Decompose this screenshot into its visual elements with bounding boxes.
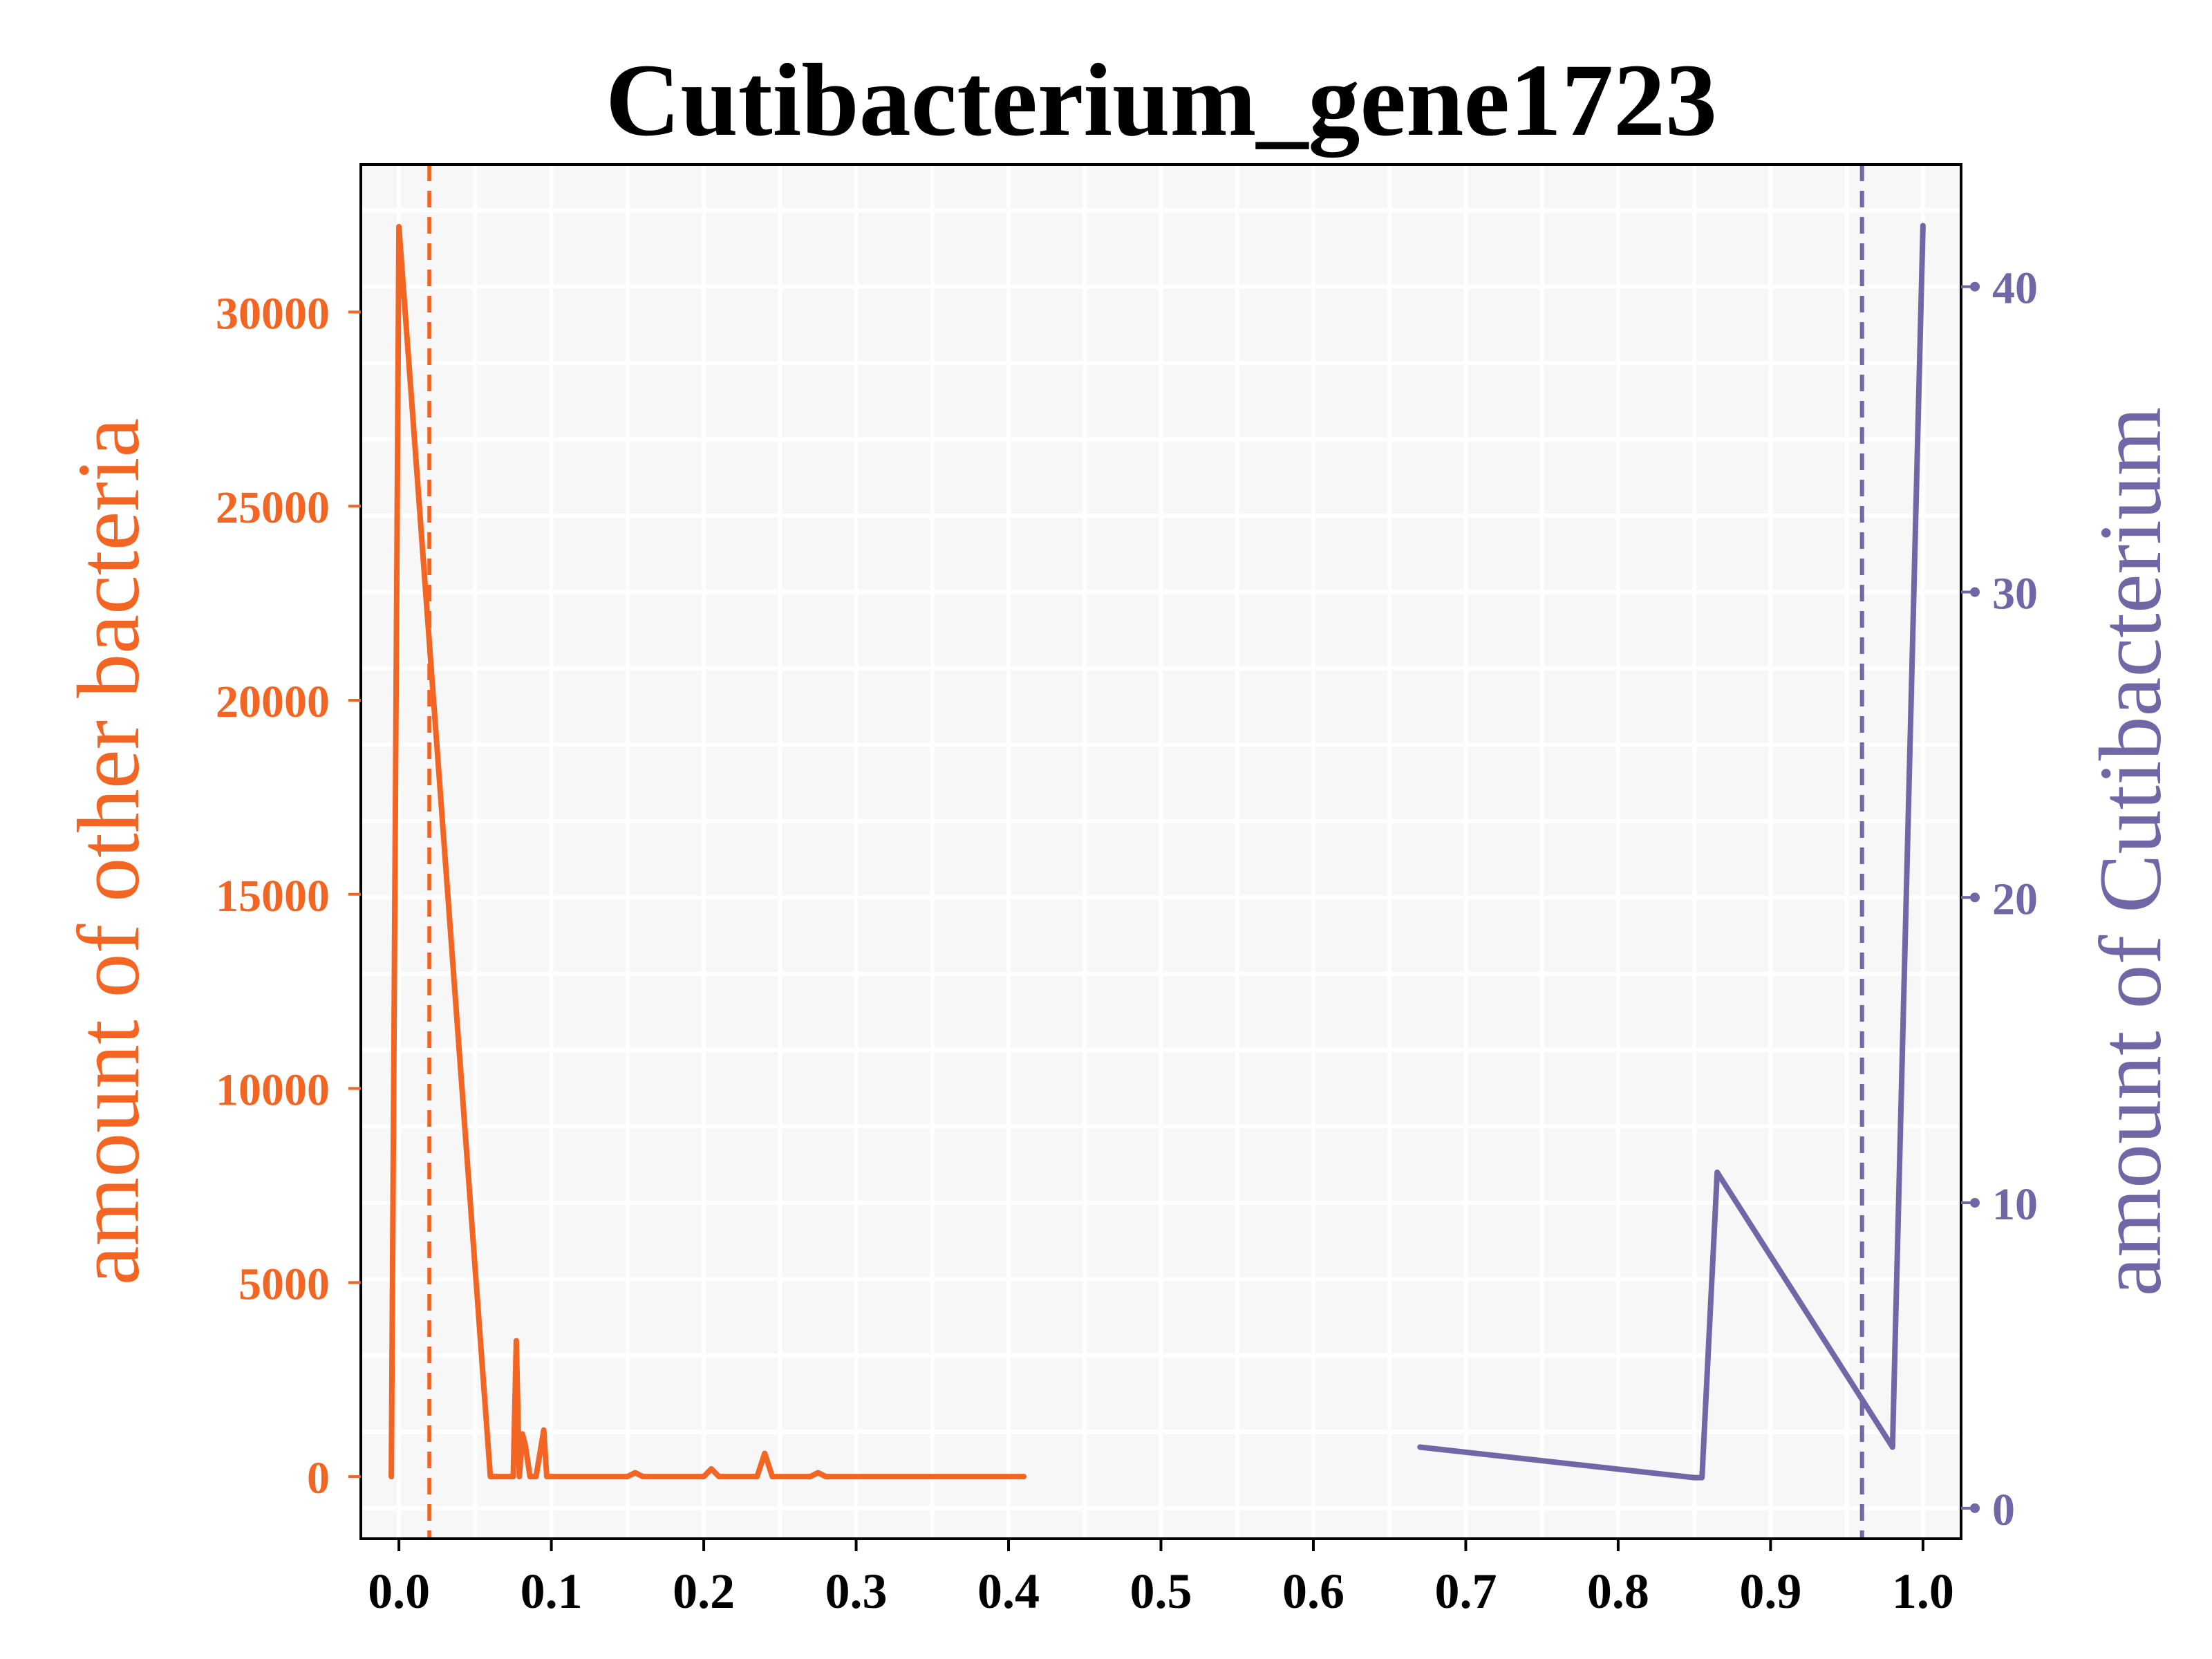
right-y-axis-label: amount of Cutibacterium <box>2081 407 2180 1297</box>
x-tick-label: 0.2 <box>673 1564 735 1619</box>
left-y-tick-label: 20000 <box>216 677 330 727</box>
threshold-lines <box>427 165 1864 1539</box>
right-y-axis-ticks: 0 10 20 30 40 <box>1961 263 2038 1535</box>
left-y-tick-label: 25000 <box>216 482 330 533</box>
right-y-tick-label: 0 <box>1992 1485 2015 1535</box>
chart-title: Cutibacterium_gene1723 <box>606 43 1717 158</box>
x-tick-label: 0.7 <box>1434 1564 1497 1619</box>
right-y-tick-dot <box>1970 587 1980 597</box>
right-y-tick-label: 40 <box>1992 263 2038 314</box>
series-lines <box>388 223 1926 1481</box>
x-tick-label: 0.5 <box>1130 1564 1192 1619</box>
right-y-tick-dot <box>1970 892 1980 903</box>
series-line-cutibacterium <box>1417 223 1926 1481</box>
left-y-tick-label: 30000 <box>216 288 330 339</box>
x-tick-label: 0.4 <box>977 1564 1040 1619</box>
right-y-tick-label: 30 <box>1992 568 2038 619</box>
right-y-tick-label: 10 <box>1992 1179 2038 1230</box>
grid-lines <box>361 165 1961 1539</box>
left-y-tick-label: 5000 <box>238 1259 330 1309</box>
x-tick-label: 0.9 <box>1739 1564 1801 1619</box>
x-tick-label: 1.0 <box>1892 1564 1954 1619</box>
x-tick-label: 0.0 <box>368 1564 430 1619</box>
left-y-axis-ticks: 0 5000 10000 15000 20000 25000 30000 <box>216 288 361 1503</box>
x-axis-ticks: 0.0 0.1 0.2 0.3 0.4 0.5 0.6 0.7 0.8 0.9 1.0 <box>368 1539 1954 1619</box>
x-tick-label: 0.6 <box>1282 1564 1344 1619</box>
right-y-tick-dot <box>1970 1503 1980 1513</box>
x-tick-label: 0.3 <box>825 1564 888 1619</box>
right-y-tick-label: 20 <box>1992 874 2038 924</box>
left-y-tick-label: 0 <box>307 1453 330 1503</box>
left-y-tick-label: 10000 <box>216 1065 330 1116</box>
left-y-axis-label: amount of other bacteria <box>59 418 158 1286</box>
left-y-tick-label: 15000 <box>216 871 330 921</box>
right-y-tick-dot <box>1970 281 1980 292</box>
series-line-other-bacteria <box>388 223 1027 1480</box>
right-y-tick-dot <box>1970 1198 1980 1208</box>
x-tick-label: 0.8 <box>1587 1564 1649 1619</box>
x-tick-label: 0.1 <box>521 1564 583 1619</box>
